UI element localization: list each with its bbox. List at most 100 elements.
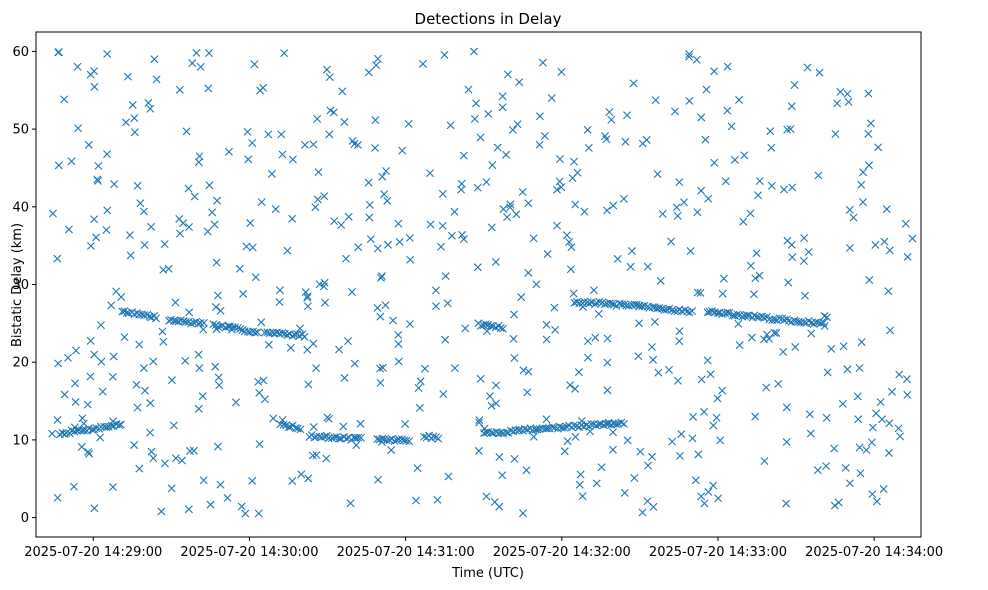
detection-marker — [288, 214, 297, 223]
detection-marker — [380, 190, 389, 199]
detection-marker — [231, 398, 240, 407]
detection-marker — [502, 428, 511, 437]
detection-marker — [152, 75, 161, 84]
detection-marker — [203, 227, 212, 236]
detection-marker — [603, 334, 612, 343]
detection-marker — [512, 210, 521, 219]
detection-marker — [767, 181, 776, 190]
detection-marker — [770, 315, 779, 324]
detection-marker — [264, 340, 273, 349]
detection-marker — [751, 412, 760, 421]
detection-marker — [188, 59, 197, 68]
detection-marker — [248, 243, 257, 252]
detection-marker — [373, 244, 382, 253]
detection-marker — [74, 124, 83, 133]
detection-marker — [548, 423, 557, 431]
detection-marker — [685, 52, 694, 61]
detection-marker — [903, 252, 912, 261]
detection-marker — [801, 291, 810, 300]
detection-marker — [335, 345, 344, 354]
detection-marker — [784, 278, 793, 287]
detection-marker — [578, 492, 587, 501]
detection-marker — [888, 387, 896, 396]
detection-marker — [206, 500, 215, 509]
detection-marker — [529, 432, 538, 441]
detection-marker — [248, 139, 257, 148]
detection-marker — [620, 488, 629, 497]
detection-marker — [569, 157, 578, 166]
detection-marker — [675, 337, 684, 346]
detection-marker — [128, 101, 137, 110]
detection-marker — [438, 189, 447, 198]
detection-marker — [195, 152, 204, 161]
detection-marker — [192, 48, 201, 57]
detection-marker — [313, 114, 322, 123]
detection-marker — [542, 335, 551, 344]
detection-marker — [603, 206, 611, 215]
detection-marker — [413, 464, 422, 473]
detection-marker — [185, 308, 194, 317]
detection-marker — [211, 362, 220, 371]
detection-marker — [853, 392, 862, 401]
detection-marker — [320, 192, 329, 201]
detection-marker — [387, 446, 396, 455]
detection-marker — [788, 253, 797, 262]
detection-marker — [608, 299, 617, 308]
detection-marker — [498, 324, 507, 333]
detection-marker — [439, 390, 448, 399]
y-tick-label: 30 — [12, 278, 29, 293]
detection-marker — [685, 50, 694, 59]
detection-marker — [855, 364, 864, 372]
detection-marker — [426, 169, 434, 178]
detection-marker — [644, 461, 653, 470]
detection-marker — [53, 493, 62, 502]
detection-marker — [330, 217, 339, 226]
detection-marker — [799, 256, 808, 265]
detection-marker — [321, 298, 330, 307]
detection-marker — [416, 377, 425, 386]
detection-marker — [184, 505, 193, 514]
detection-marker — [820, 312, 829, 321]
detection-marker — [390, 436, 399, 445]
detection-marker — [251, 273, 260, 282]
detection-marker — [854, 415, 863, 424]
detection-marker — [288, 476, 297, 485]
detection-marker — [513, 120, 522, 129]
detection-marker — [216, 306, 225, 315]
detection-marker — [782, 499, 791, 508]
detection-marker — [103, 49, 112, 58]
detection-marker — [643, 262, 652, 271]
detection-marker — [697, 186, 706, 195]
detection-marker — [833, 99, 842, 108]
detection-marker — [567, 243, 576, 252]
detection-marker — [557, 67, 566, 76]
detection-marker — [868, 423, 877, 432]
detection-marker — [404, 119, 413, 128]
detection-marker — [125, 231, 134, 240]
detection-marker — [503, 213, 512, 222]
detection-marker — [498, 92, 507, 101]
detection-marker — [140, 311, 149, 320]
detection-marker — [831, 129, 840, 138]
detection-marker — [845, 205, 854, 214]
x-tick-label: 2025-07-20 14:32:00 — [493, 545, 631, 560]
detection-marker — [378, 363, 387, 372]
detection-marker — [630, 300, 639, 309]
detection-marker — [583, 337, 592, 346]
detection-marker — [149, 357, 158, 366]
detection-marker — [535, 140, 544, 149]
detection-marker — [309, 422, 318, 431]
detection-marker — [668, 437, 677, 446]
detection-marker — [510, 454, 519, 463]
detection-marker — [578, 302, 587, 311]
detection-marker — [790, 80, 799, 89]
detection-marker — [569, 421, 578, 430]
detection-marker — [431, 286, 440, 295]
detection-marker — [184, 184, 193, 193]
detection-marker — [740, 151, 749, 160]
detection-marker — [373, 303, 382, 312]
detection-marker — [473, 183, 482, 192]
detection-marker — [509, 334, 518, 343]
detection-marker — [421, 364, 429, 373]
detection-marker — [693, 208, 702, 217]
